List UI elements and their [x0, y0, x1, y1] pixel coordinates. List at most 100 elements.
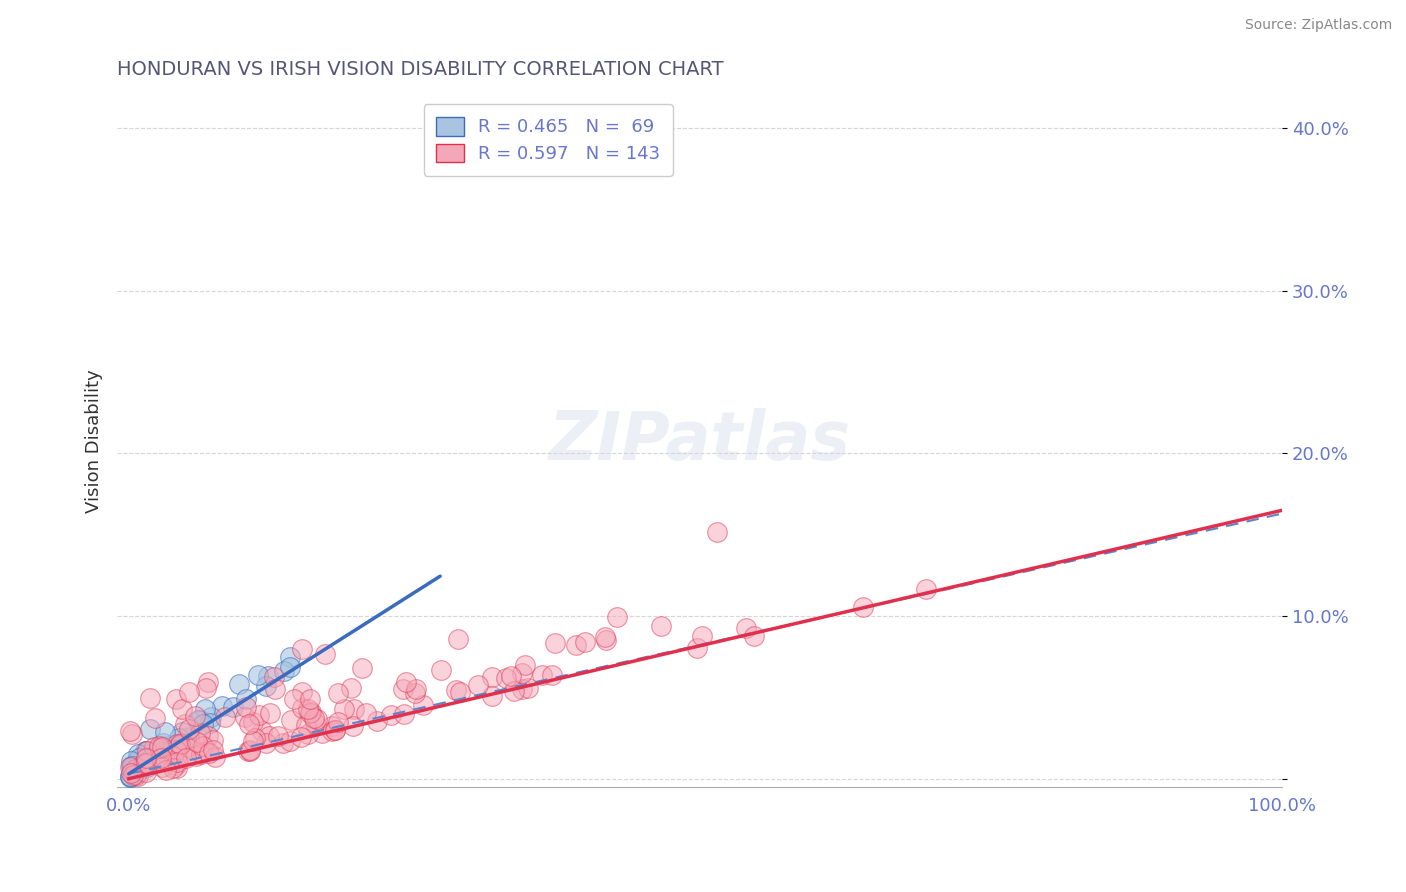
Point	[134, 751, 156, 765]
Point	[544, 636, 567, 650]
Point	[135, 756, 157, 770]
Point	[150, 744, 173, 758]
Point	[513, 657, 536, 672]
Point	[481, 690, 503, 704]
Point	[188, 713, 211, 727]
Point	[166, 756, 188, 770]
Point	[283, 691, 305, 706]
Point	[139, 723, 162, 737]
Point	[135, 764, 157, 779]
Point	[136, 743, 159, 757]
Point	[120, 754, 142, 768]
Point	[233, 709, 256, 723]
Point	[214, 710, 236, 724]
Point	[333, 701, 356, 715]
Point	[238, 717, 260, 731]
Point	[405, 682, 427, 697]
Point	[307, 712, 329, 726]
Point	[321, 723, 343, 738]
Point	[512, 681, 534, 696]
Text: ZIPatlas: ZIPatlas	[548, 409, 851, 475]
Point	[430, 663, 453, 677]
Point	[190, 726, 212, 740]
Point	[155, 746, 177, 760]
Point	[143, 739, 166, 754]
Point	[352, 661, 374, 675]
Point	[495, 671, 517, 685]
Point	[165, 742, 187, 756]
Point	[131, 749, 153, 764]
Point	[280, 713, 302, 727]
Point	[257, 729, 280, 743]
Point	[273, 736, 295, 750]
Point	[160, 742, 183, 756]
Point	[128, 759, 150, 773]
Point	[159, 743, 181, 757]
Point	[650, 619, 672, 633]
Point	[159, 739, 181, 754]
Point	[153, 724, 176, 739]
Point	[395, 675, 418, 690]
Point	[342, 719, 364, 733]
Point	[510, 666, 533, 681]
Point	[198, 716, 221, 731]
Point	[685, 641, 707, 656]
Legend: R = 0.465   N =  69, R = 0.597   N = 143: R = 0.465 N = 69, R = 0.597 N = 143	[423, 104, 672, 176]
Point	[176, 739, 198, 754]
Point	[200, 709, 222, 723]
Point	[150, 760, 173, 774]
Point	[531, 667, 554, 681]
Point	[323, 723, 346, 737]
Point	[141, 751, 163, 765]
Point	[125, 764, 148, 778]
Point	[278, 659, 301, 673]
Point	[195, 744, 218, 758]
Point	[299, 692, 322, 706]
Point	[302, 710, 325, 724]
Point	[323, 723, 346, 737]
Point	[444, 682, 467, 697]
Y-axis label: Vision Disability: Vision Disability	[86, 369, 103, 513]
Point	[190, 747, 212, 762]
Point	[392, 707, 415, 722]
Text: HONDURAN VS IRISH VISION DISABILITY CORRELATION CHART: HONDURAN VS IRISH VISION DISABILITY CORR…	[117, 60, 724, 78]
Point	[124, 767, 146, 781]
Point	[366, 714, 388, 729]
Point	[290, 731, 312, 745]
Point	[179, 730, 201, 744]
Point	[166, 760, 188, 774]
Point	[228, 677, 250, 691]
Point	[134, 758, 156, 772]
Point	[124, 766, 146, 780]
Point	[247, 707, 270, 722]
Point	[291, 685, 314, 699]
Point	[145, 747, 167, 762]
Point	[291, 641, 314, 656]
Point	[153, 749, 176, 764]
Point	[149, 748, 172, 763]
Point	[191, 739, 214, 754]
Point	[118, 724, 141, 739]
Point	[184, 748, 207, 763]
Point	[120, 760, 142, 774]
Point	[299, 706, 322, 720]
Point	[297, 702, 319, 716]
Point	[132, 756, 155, 770]
Point	[354, 706, 377, 720]
Point	[412, 698, 434, 713]
Point	[180, 742, 202, 756]
Point	[148, 741, 170, 756]
Point	[162, 761, 184, 775]
Point	[174, 716, 197, 731]
Point	[221, 700, 243, 714]
Point	[259, 706, 281, 720]
Point	[122, 764, 145, 779]
Point	[118, 770, 141, 784]
Point	[235, 692, 257, 706]
Point	[201, 742, 224, 756]
Point	[121, 727, 143, 741]
Point	[122, 764, 145, 779]
Point	[124, 762, 146, 776]
Point	[166, 737, 188, 751]
Point	[125, 753, 148, 767]
